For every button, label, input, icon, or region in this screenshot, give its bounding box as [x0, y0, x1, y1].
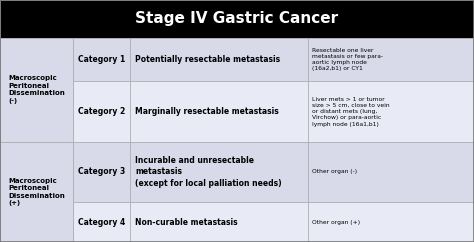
Text: Category 3: Category 3	[78, 167, 126, 176]
Text: Liver mets > 1 or tumor
size > 5 cm, close to vein
or distant mets (lung,
Vircho: Liver mets > 1 or tumor size > 5 cm, clo…	[312, 97, 390, 127]
Text: Marginally resectable metastasis: Marginally resectable metastasis	[135, 107, 279, 116]
Bar	[130, 142, 308, 202]
Text: Macroscopic
Peritoneal
Dissemination
(-): Macroscopic Peritoneal Dissemination (-)	[9, 76, 65, 104]
Text: Non-curable metastasis: Non-curable metastasis	[135, 218, 238, 227]
Text: Stage IV Gastric Cancer: Stage IV Gastric Cancer	[136, 11, 338, 26]
Text: Potentially resectable metastasis: Potentially resectable metastasis	[135, 55, 280, 64]
Text: Category 4: Category 4	[78, 218, 126, 227]
Bar	[0, 38, 73, 82]
Bar	[308, 142, 474, 202]
Text: Category 1: Category 1	[78, 55, 126, 64]
Bar	[0, 202, 73, 242]
Text: Category 2: Category 2	[78, 107, 126, 116]
Bar	[308, 82, 474, 142]
Bar	[0, 142, 73, 202]
Text: Other organ (-): Other organ (-)	[312, 169, 357, 174]
Bar	[130, 82, 308, 142]
Bar	[308, 38, 474, 82]
Text: Macroscopic
Peritoneal
Dissemination
(+): Macroscopic Peritoneal Dissemination (+)	[9, 178, 65, 206]
Bar	[130, 202, 308, 242]
Text: Incurable and unresectable
metastasis
(except for local palliation needs): Incurable and unresectable metastasis (e…	[135, 156, 282, 188]
Text: Resectable one liver
metastasis or few para-
aortic lymph node
(16a2,b1) or CY1: Resectable one liver metastasis or few p…	[312, 48, 383, 71]
Bar	[0, 142, 73, 242]
Text: Other organ (+): Other organ (+)	[312, 219, 360, 225]
Bar	[0, 82, 73, 142]
Bar	[130, 38, 308, 82]
Bar	[0, 0, 474, 38]
Bar	[308, 202, 474, 242]
Bar	[73, 82, 130, 142]
Bar	[73, 202, 130, 242]
Bar	[73, 38, 130, 82]
Bar	[73, 142, 130, 202]
Bar	[0, 38, 73, 142]
